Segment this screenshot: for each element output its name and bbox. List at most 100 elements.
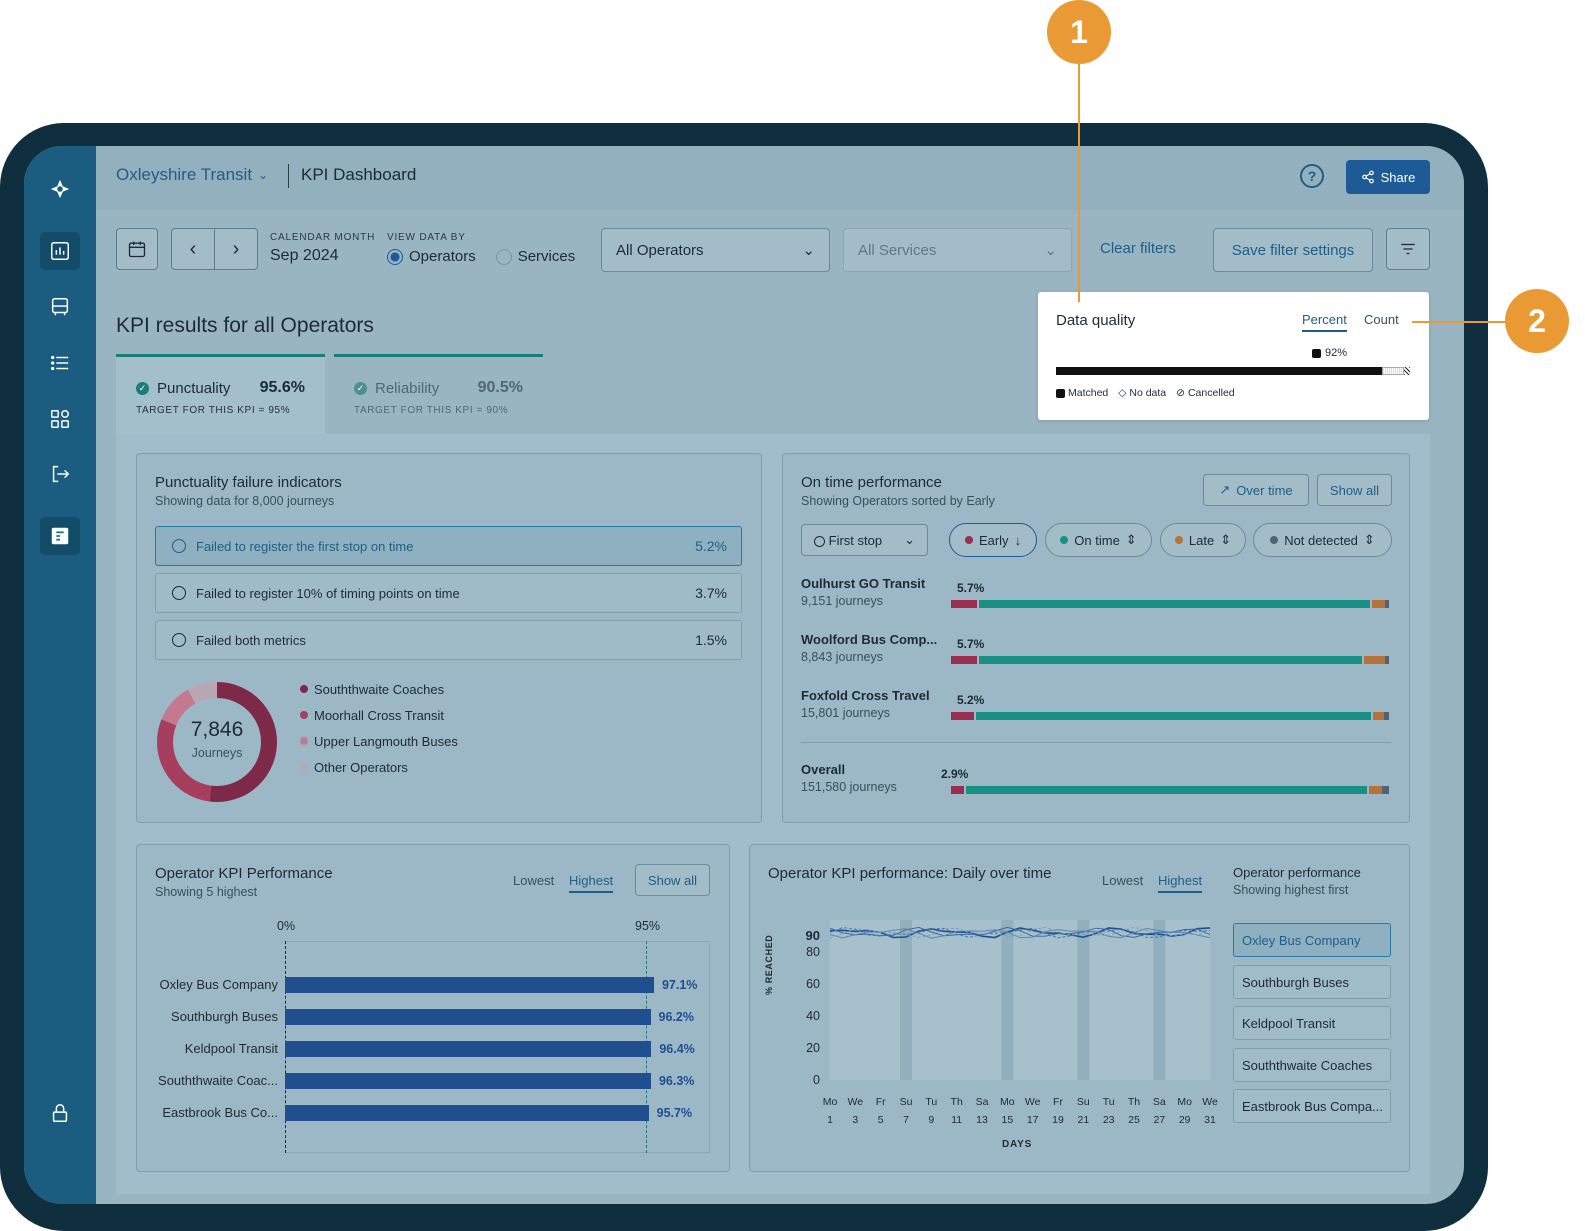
pill-late[interactable]: Late ⇕ bbox=[1160, 523, 1246, 557]
share-label: Share bbox=[1380, 169, 1416, 185]
share-button[interactable]: Share bbox=[1346, 160, 1430, 194]
legend-label: Other Operators bbox=[314, 759, 408, 775]
prev-month-button[interactable]: ‹ bbox=[171, 228, 215, 270]
operator-item[interactable]: Eastbrook Bus Compa... bbox=[1233, 1089, 1391, 1123]
otp-divider bbox=[801, 742, 1391, 743]
failure-row[interactable]: Failed both metrics 1.5% bbox=[155, 620, 742, 660]
series-line[interactable] bbox=[829, 926, 1211, 938]
x-tick-day: Sa bbox=[976, 1096, 989, 1108]
series-line[interactable] bbox=[829, 926, 1211, 939]
perf-subtitle: Showing highest first bbox=[1233, 883, 1349, 897]
list-icon[interactable] bbox=[40, 344, 80, 382]
bar-value: 97.1% bbox=[661, 978, 698, 992]
daily-line-chart: 90806040200Mo1We3Fr5Su7Tu9Th11Sa13Mo15We… bbox=[806, 920, 1218, 1126]
pill-on-time-label: On time bbox=[1074, 532, 1120, 548]
y-axis-label: % REACHED bbox=[764, 934, 774, 995]
next-month-button[interactable]: › bbox=[214, 228, 258, 270]
toggle-lowest[interactable]: Lowest bbox=[513, 873, 555, 888]
dashboard-icon[interactable] bbox=[40, 232, 80, 270]
chevron-right-icon: › bbox=[232, 237, 240, 260]
operators-select[interactable]: All Operators ⌄ bbox=[601, 228, 830, 272]
otp-row-journeys: 9,151 journeys bbox=[801, 594, 884, 608]
legend-dot bbox=[300, 685, 308, 693]
x-tick-date: 25 bbox=[1128, 1114, 1140, 1126]
alert-circle-icon bbox=[172, 633, 186, 647]
app-logo-icon[interactable] bbox=[40, 170, 80, 208]
bar[interactable] bbox=[285, 1041, 652, 1057]
logout-icon[interactable] bbox=[40, 455, 80, 493]
bar[interactable] bbox=[285, 1105, 649, 1121]
operator-item[interactable]: Souththwaite Coaches bbox=[1233, 1048, 1391, 1082]
x-tick-date: 21 bbox=[1077, 1114, 1089, 1126]
late-dot bbox=[1174, 536, 1183, 544]
x-tick-day: Su bbox=[1077, 1096, 1090, 1108]
failure-row[interactable]: Failed to register 10% of timing points … bbox=[155, 573, 742, 613]
chevron-down-icon: ⌄ bbox=[1044, 242, 1057, 259]
services-select[interactable]: All Services ⌄ bbox=[843, 228, 1072, 272]
stop-circle-icon bbox=[814, 535, 825, 547]
pill-not-detected[interactable]: Not detected ⇕ bbox=[1253, 523, 1392, 557]
legend-dot bbox=[300, 737, 308, 745]
otp-show-all-button[interactable]: Show all bbox=[1317, 474, 1392, 506]
donut-value: 7,846 bbox=[190, 718, 244, 741]
axis-target-label: 95% bbox=[635, 919, 661, 933]
daily-card-title: Operator KPI performance: Daily over tim… bbox=[768, 865, 1052, 882]
save-filter-settings-button[interactable]: Save filter settings bbox=[1213, 228, 1373, 272]
x-tick-day: We bbox=[1202, 1096, 1218, 1108]
bar[interactable] bbox=[285, 977, 654, 993]
op-kpi-show-all-button[interactable]: Show all bbox=[635, 864, 710, 896]
spreadsheet-icon[interactable] bbox=[40, 517, 80, 555]
failure-row-label: Failed to register the first stop on tim… bbox=[196, 538, 414, 554]
otp-row-pct: 5.2% bbox=[957, 693, 985, 707]
lock-icon[interactable] bbox=[40, 1094, 80, 1132]
operator-item[interactable]: Keldpool Transit bbox=[1233, 1006, 1391, 1040]
help-icon[interactable]: ? bbox=[1300, 164, 1324, 188]
chevron-down-icon: ⌄ bbox=[802, 242, 815, 259]
legend-cancelled: ⊘ Cancelled bbox=[1176, 387, 1235, 399]
tab-punctuality[interactable]: ✓ Punctuality 95.6% TARGET FOR THIS KPI … bbox=[116, 354, 325, 434]
x-tick-day: Mo bbox=[823, 1096, 838, 1108]
toggle-highest[interactable]: Highest bbox=[569, 873, 614, 893]
otp-row[interactable]: Oulhurst GO Transit 9,151 journeys 5.7% bbox=[801, 576, 1391, 622]
legend-dot bbox=[300, 711, 308, 719]
series-line[interactable] bbox=[829, 927, 1211, 939]
radio-operators[interactable] bbox=[387, 248, 403, 265]
x-tick-day: Tu bbox=[1103, 1096, 1115, 1108]
toggle-count[interactable]: Count bbox=[1364, 312, 1399, 327]
otp-row[interactable]: Woolford Bus Comp... 8,843 journeys 5.7% bbox=[801, 632, 1391, 678]
over-time-button[interactable]: ↗ Over time bbox=[1203, 474, 1309, 506]
early-dot bbox=[964, 536, 973, 544]
toggle-highest[interactable]: Highest bbox=[1158, 873, 1203, 893]
apps-icon[interactable] bbox=[40, 400, 80, 438]
calendar-button[interactable] bbox=[116, 228, 158, 270]
radio-services[interactable] bbox=[495, 248, 512, 265]
callout-1: 1 bbox=[1047, 0, 1111, 64]
otp-card: On time performance Showing Operators so… bbox=[782, 453, 1410, 823]
otp-segment-late bbox=[1371, 600, 1385, 608]
stop-select[interactable]: First stop ⌄ bbox=[801, 524, 928, 556]
bar[interactable] bbox=[285, 1009, 651, 1025]
tab-reliability[interactable]: ✓ Reliability 90.5% TARGET FOR THIS KPI … bbox=[334, 354, 543, 434]
x-tick-date: 29 bbox=[1179, 1114, 1191, 1126]
bar-label: Eastbrook Bus Co... bbox=[162, 1105, 278, 1120]
operator-item[interactable]: Oxley Bus Company bbox=[1233, 923, 1391, 957]
op-kpi-card-subtitle: Showing 5 highest bbox=[155, 885, 258, 899]
legend-item: Moorhall Cross Transit bbox=[300, 702, 458, 728]
filter-settings-button[interactable] bbox=[1386, 228, 1430, 270]
failure-row[interactable]: Failed to register the first stop on tim… bbox=[155, 526, 742, 566]
otp-row-bar bbox=[951, 600, 1389, 608]
bar[interactable] bbox=[285, 1073, 651, 1089]
otp-row[interactable]: Foxfold Cross Travel 15,801 journeys 5.2% bbox=[801, 688, 1391, 734]
sort-icon: ⇕ bbox=[1363, 532, 1375, 547]
bus-icon[interactable] bbox=[40, 288, 80, 326]
toggle-percent[interactable]: Percent bbox=[1302, 312, 1347, 332]
operator-item[interactable]: Southburgh Buses bbox=[1233, 965, 1391, 999]
pill-on-time[interactable]: On time ⇕ bbox=[1045, 523, 1152, 557]
otp-row[interactable]: Overall 151,580 journeys 2.9% bbox=[801, 762, 1391, 808]
series-line[interactable] bbox=[829, 927, 1211, 939]
org-switcher[interactable]: Oxleyshire Transit ⌄ bbox=[116, 165, 268, 185]
pill-early[interactable]: Early ↓ bbox=[949, 523, 1037, 557]
toggle-lowest[interactable]: Lowest bbox=[1102, 873, 1144, 888]
daily-card: Operator KPI performance: Daily over tim… bbox=[749, 844, 1410, 1172]
clear-filters-link[interactable]: Clear filters bbox=[1100, 240, 1176, 257]
